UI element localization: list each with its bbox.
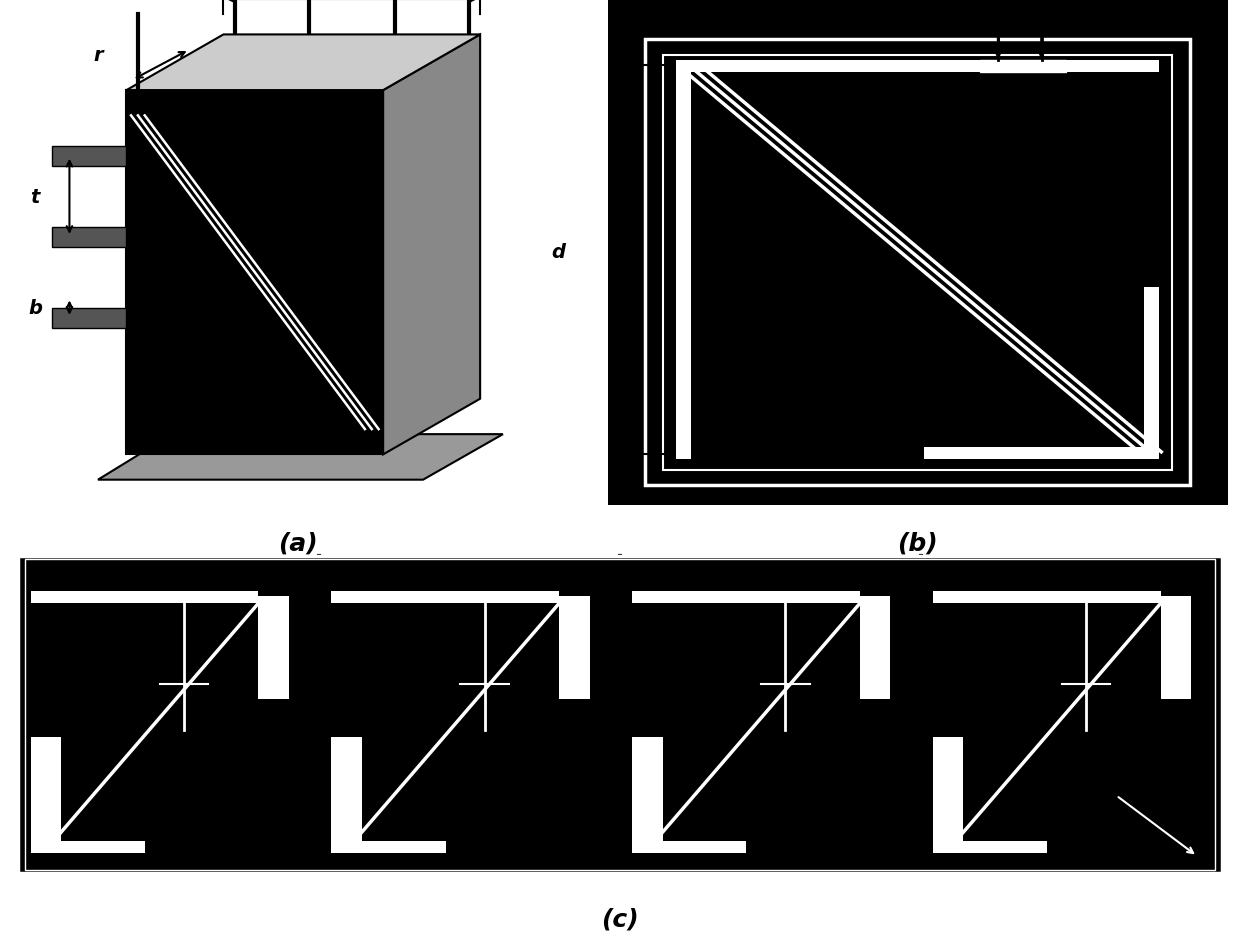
Bar	[932, 738, 963, 853]
Bar	[645, 40, 1190, 485]
Bar	[632, 841, 746, 853]
Polygon shape	[98, 434, 503, 480]
Text: (b): (b)	[898, 531, 937, 555]
Polygon shape	[126, 91, 383, 455]
Bar	[31, 841, 145, 853]
Text: r: r	[93, 46, 103, 66]
Bar	[676, 66, 1159, 460]
Text: (a): (a)	[278, 531, 317, 555]
Text: (c): (c)	[601, 907, 639, 930]
Bar	[331, 738, 362, 853]
Bar	[932, 592, 1161, 604]
Text: d: d	[551, 243, 565, 262]
Bar	[676, 61, 692, 460]
Bar	[258, 596, 289, 699]
Bar	[861, 596, 890, 699]
Bar	[980, 61, 1066, 73]
Bar	[31, 738, 61, 853]
Bar	[31, 592, 258, 604]
Bar	[932, 841, 1048, 853]
Bar	[1161, 596, 1192, 699]
Polygon shape	[52, 308, 126, 329]
Bar	[331, 592, 559, 604]
Polygon shape	[126, 36, 480, 91]
Bar	[632, 592, 861, 604]
Text: b: b	[29, 299, 42, 318]
Bar	[331, 841, 445, 853]
Bar	[676, 61, 1159, 73]
Bar	[663, 55, 1172, 470]
Bar	[924, 447, 1159, 460]
Polygon shape	[52, 147, 126, 167]
Bar	[632, 738, 662, 853]
Bar	[1143, 288, 1159, 460]
Polygon shape	[52, 227, 126, 248]
Text: t: t	[31, 187, 40, 207]
Polygon shape	[383, 36, 480, 455]
Bar	[559, 596, 589, 699]
